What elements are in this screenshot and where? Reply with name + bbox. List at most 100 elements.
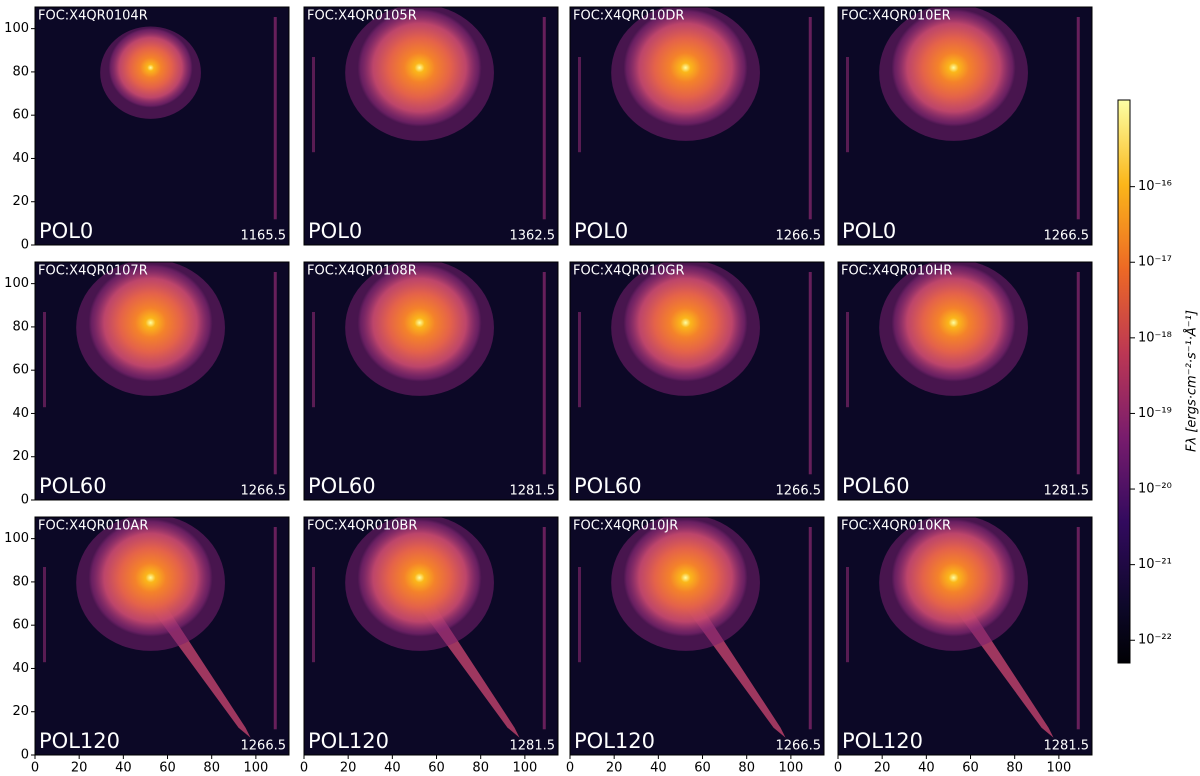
filter-label: POL0: [574, 219, 628, 243]
streak: [312, 57, 315, 153]
y-tick-label: 20: [12, 704, 29, 719]
panel-title: FOC:X4QR010DR: [573, 9, 684, 24]
frame: [837, 516, 1093, 756]
panel: [304, 262, 558, 500]
y-tick-label: 60: [12, 108, 29, 123]
filter-label: POL0: [842, 219, 896, 243]
streak: [846, 567, 849, 663]
x-tick-label: 0: [834, 761, 842, 776]
y-tick-label: 60: [12, 618, 29, 633]
x-tick-label: 40: [384, 761, 401, 776]
panel-title: FOC:X4QR0108R: [307, 264, 417, 279]
y-tick-label: 60: [12, 363, 29, 378]
exposure-time: 1266.5: [776, 739, 822, 754]
frame: [34, 516, 290, 756]
exposure-time: 1165.5: [241, 229, 287, 244]
streak: [808, 527, 812, 730]
x-tick-label: 0: [31, 761, 39, 776]
source: [108, 27, 193, 108]
panel: [570, 262, 824, 500]
frame: [569, 516, 825, 756]
streak: [273, 272, 277, 475]
colorbar-label: Fλ [ergs·cm⁻²·s⁻¹·Å⁻¹]: [1184, 310, 1200, 452]
x-tick-label: 20: [340, 761, 357, 776]
x-tick-label: 40: [650, 761, 667, 776]
streak: [808, 272, 812, 475]
streak: [273, 17, 277, 220]
source: [623, 8, 748, 127]
colorbar-tick-label: 10⁻¹⁹: [1138, 406, 1172, 421]
x-tick-label: 60: [962, 761, 979, 776]
panel-title: FOC:X4QR010KR: [841, 519, 951, 534]
colorbar-tick-label: 10⁻¹⁶: [1138, 179, 1172, 194]
filter-label: POL0: [308, 219, 362, 243]
source: [357, 518, 482, 637]
y-tick-label: 100: [4, 21, 29, 36]
y-tick-label: 40: [12, 406, 29, 421]
exposure-time: 1281.5: [510, 484, 556, 499]
frame: [303, 516, 559, 756]
frame: [837, 6, 1093, 246]
x-tick-label: 80: [1006, 761, 1023, 776]
exposure-time: 1266.5: [776, 484, 822, 499]
source: [357, 8, 482, 127]
frame: [303, 261, 559, 501]
exposure-time: 1281.5: [510, 739, 556, 754]
colorbar-tick-label: 10⁻²⁰: [1138, 482, 1172, 497]
source: [891, 8, 1016, 127]
x-tick-label: 0: [300, 761, 308, 776]
panel: [570, 7, 824, 245]
x-tick-label: 100: [1046, 761, 1071, 776]
x-tick-label: 80: [203, 761, 220, 776]
filter-label: POL120: [842, 729, 923, 753]
y-tick-label: 80: [12, 319, 29, 334]
x-tick-label: 80: [472, 761, 489, 776]
filter-label: POL60: [574, 474, 642, 498]
panel: [35, 7, 289, 245]
frame: [34, 6, 290, 246]
streak: [808, 17, 812, 220]
panel-title: FOC:X4QR010HR: [841, 264, 952, 279]
panel-title: FOC:X4QR010BR: [307, 519, 417, 534]
x-tick-label: 20: [874, 761, 891, 776]
frame: [837, 261, 1093, 501]
streak: [312, 312, 315, 408]
exposure-time: 1281.5: [1044, 484, 1090, 499]
x-tick-label: 20: [71, 761, 88, 776]
panel-title: FOC:X4QR010GR: [573, 264, 685, 279]
streak: [578, 312, 581, 408]
x-tick-label: 0: [566, 761, 574, 776]
filter-label: POL60: [842, 474, 910, 498]
y-tick-label: 100: [4, 276, 29, 291]
panel: [304, 517, 558, 755]
filter-label: POL120: [574, 729, 655, 753]
streak: [542, 272, 546, 475]
source: [891, 263, 1016, 382]
x-tick-label: 100: [243, 761, 268, 776]
colorbar-tick-label: 10⁻²¹: [1138, 557, 1172, 572]
exposure-time: 1281.5: [1044, 739, 1090, 754]
panel-title: FOC:X4QR010AR: [38, 519, 148, 534]
streak: [542, 527, 546, 730]
panel: [304, 7, 558, 245]
exposure-time: 1266.5: [1044, 229, 1090, 244]
streak: [312, 567, 315, 663]
streak: [1076, 527, 1080, 730]
panel: [838, 7, 1092, 245]
streak: [1076, 17, 1080, 220]
y-tick-label: 80: [12, 574, 29, 589]
y-tick-label: 100: [4, 531, 29, 546]
panel: [35, 517, 289, 755]
source: [88, 263, 213, 382]
exposure-time: 1362.5: [510, 229, 556, 244]
y-tick-label: 40: [12, 661, 29, 676]
exposure-time: 1266.5: [776, 229, 822, 244]
y-tick-label: 20: [12, 449, 29, 464]
streak: [43, 312, 46, 408]
x-tick-label: 100: [512, 761, 537, 776]
streak: [846, 312, 849, 408]
streak: [578, 57, 581, 153]
frame: [569, 6, 825, 246]
colorbar-tick-label: 10⁻¹⁸: [1138, 330, 1172, 345]
